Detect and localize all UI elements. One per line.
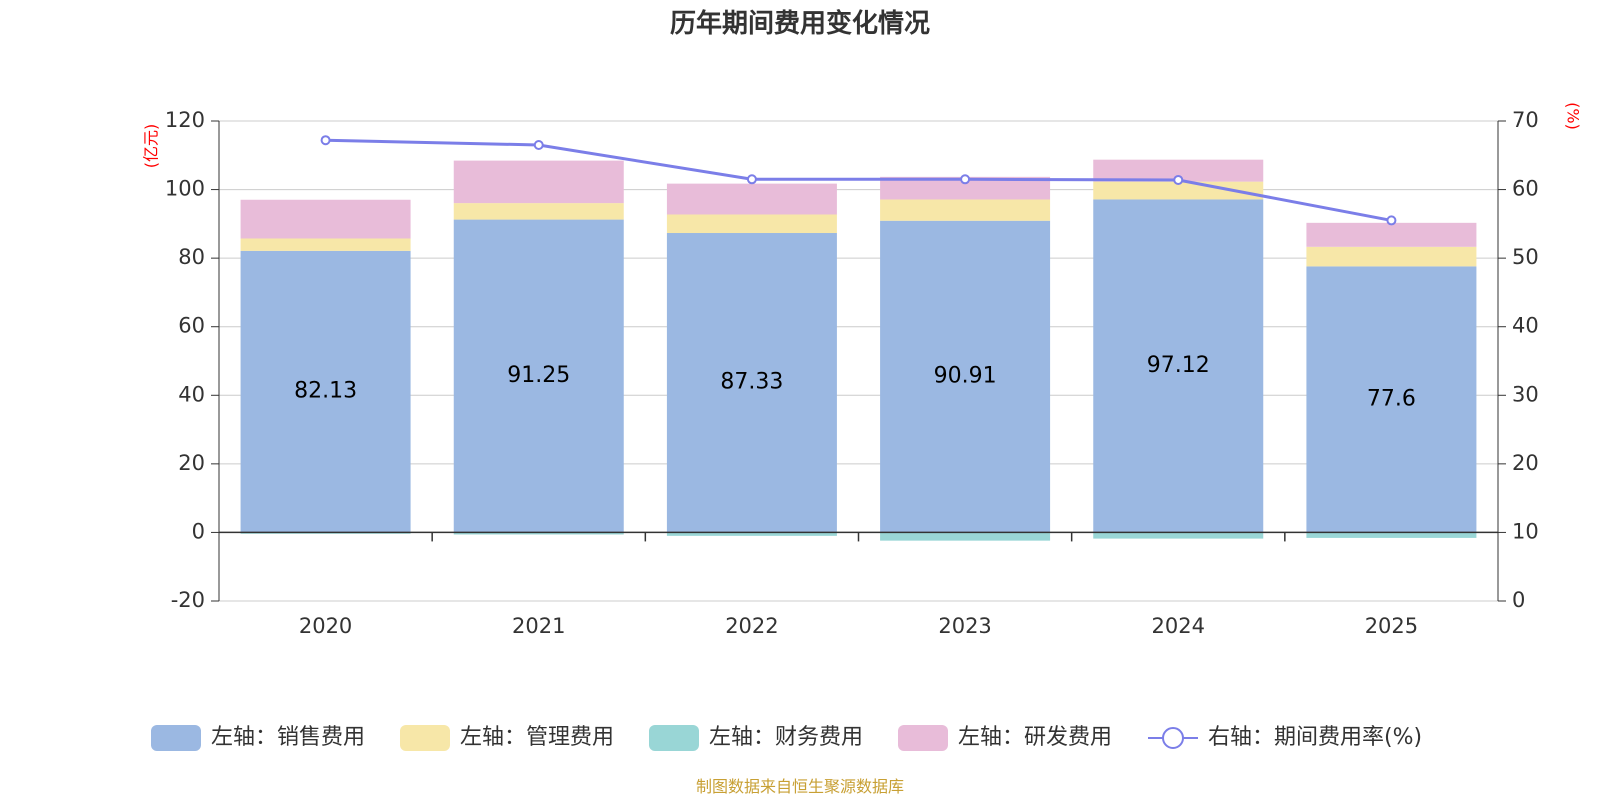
bar (453, 219, 624, 533)
legend-label: 左轴：财务费用 (709, 725, 863, 750)
data-label: 77.6 (1367, 386, 1416, 411)
right-tick-label: 50 (1512, 245, 1539, 269)
rate-point (320, 135, 331, 146)
x-tick-label: 2021 (512, 614, 565, 638)
source-note: 制图数据来自恒生聚源数据库 (696, 777, 904, 796)
x-tick-label: 2025 (1365, 614, 1418, 638)
left-tick-label: 20 (178, 451, 205, 475)
left-tick-label: 100 (165, 177, 205, 201)
legend-swatch (400, 725, 450, 751)
right-tick-label: 60 (1512, 177, 1539, 201)
right-tick-label: 40 (1512, 314, 1539, 338)
bar (1306, 222, 1477, 247)
rate-line-path (325, 138, 1392, 222)
legend: 左轴：销售费用 左轴：管理费用 左轴：财务费用 左轴：研发费用 右轴：期间费用率(%) (151, 725, 1422, 751)
bar (453, 532, 624, 535)
bar (1306, 266, 1477, 533)
bar (240, 250, 411, 533)
data-label: 90.91 (934, 364, 997, 389)
right-tick-label: 0 (1512, 588, 1525, 612)
bar (666, 532, 837, 536)
rate-point (746, 174, 757, 185)
bar (453, 160, 624, 204)
left-tick-label: 0 (192, 519, 205, 543)
bar-labels: 82.13 91.25 87.33 90.91 97.12 77.6 (294, 353, 1416, 411)
bar (1093, 181, 1264, 200)
right-tick-label: 70 (1512, 108, 1539, 132)
bar (880, 176, 1051, 200)
bar (1306, 532, 1477, 538)
left-tick-label: 60 (178, 314, 205, 338)
bars (240, 159, 1477, 541)
data-label: 91.25 (507, 363, 570, 388)
right-tick-label: 10 (1512, 519, 1539, 543)
legend-marker (1162, 727, 1184, 749)
right-axis-unit: (%) (1564, 102, 1583, 130)
left-tick-label: 40 (178, 382, 205, 406)
bar (453, 203, 624, 220)
left-axis-unit: (亿元) (142, 124, 161, 169)
legend-label: 左轴：研发费用 (958, 725, 1112, 750)
bar (1093, 532, 1264, 539)
data-label: 82.13 (294, 379, 357, 404)
bar (666, 183, 837, 215)
bar (1093, 199, 1264, 533)
bar (1093, 159, 1264, 182)
legend-swatch (151, 725, 201, 751)
legend-swatch (649, 725, 699, 751)
legend-swatch (898, 725, 948, 751)
grid (219, 120, 1498, 602)
right-tick-label: 30 (1512, 382, 1539, 406)
legend-label: 左轴：管理费用 (460, 725, 614, 750)
legend-label: 右轴：期间费用率(%) (1208, 725, 1422, 750)
chart-title: 历年期间费用变化情况 (670, 8, 930, 39)
bar (666, 233, 837, 533)
rate-point (533, 140, 544, 150)
rate-point (1173, 174, 1184, 185)
left-tick-label: 120 (165, 108, 205, 132)
x-tick-label: 2024 (1152, 614, 1205, 638)
rate-point (1386, 215, 1397, 226)
bar (240, 238, 411, 251)
legend-label: 左轴：销售费用 (211, 725, 365, 750)
left-tick-label: 80 (178, 245, 205, 269)
bar (1306, 246, 1477, 267)
x-tick-label: 2023 (938, 614, 991, 638)
left-tick-label: -20 (171, 588, 205, 612)
bar (880, 532, 1051, 541)
data-label: 87.33 (720, 370, 783, 395)
right-tick-label: 20 (1512, 451, 1539, 475)
bar (240, 199, 411, 239)
data-label: 97.12 (1147, 353, 1210, 378)
bar (666, 214, 837, 234)
x-tick-label: 2020 (299, 614, 352, 638)
bar (880, 199, 1051, 221)
x-tick-label: 2022 (725, 614, 778, 638)
rate-line (320, 135, 1397, 226)
rate-point (960, 174, 971, 185)
bar (880, 220, 1051, 533)
